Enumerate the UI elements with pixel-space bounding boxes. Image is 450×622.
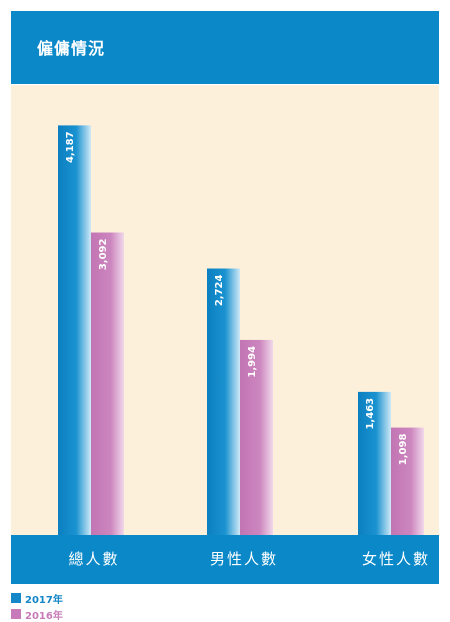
data-label-male-2016: 1,994 <box>247 346 258 378</box>
legend-label-2016: 2016年 <box>25 610 63 622</box>
chart-header: 僱傭情況 <box>11 11 439 84</box>
data-label-total-2017: 4,187 <box>65 131 76 163</box>
data-label-male-2017: 2,724 <box>214 274 225 306</box>
bar-female-2017 <box>358 391 391 535</box>
legend-item-2016: 2016年 <box>11 606 63 622</box>
data-label-female-2016: 1,098 <box>398 434 409 466</box>
bar-female-2016 <box>391 427 424 535</box>
bar-total-2017 <box>58 125 91 535</box>
bar-chart-svg: 4,187 3,092 2,724 1,994 1,463 1,098 <box>58 125 424 535</box>
category-label-female: 女性人數 <box>361 550 430 568</box>
data-label-female-2017: 1,463 <box>365 398 376 430</box>
bar-male-2016 <box>240 339 273 535</box>
chart-title: 僱傭情況 <box>37 39 106 58</box>
legend-swatch-2016 <box>11 609 21 619</box>
data-label-total-2016: 3,092 <box>98 238 109 270</box>
category-label-total: 總人數 <box>68 550 120 568</box>
bar-male-2017 <box>207 268 240 535</box>
category-label-male: 男性人數 <box>209 550 278 568</box>
legend-item-2017: 2017年 <box>11 590 63 606</box>
legend: 2017年 2016年 <box>11 590 63 622</box>
bar-total-2016 <box>91 232 124 535</box>
legend-label-2017: 2017年 <box>25 594 63 606</box>
category-axis: 總人數 男性人數 女性人數 <box>11 535 439 584</box>
plot-area: 4,187 3,092 2,724 1,994 1,463 1,098 <box>11 85 439 535</box>
legend-swatch-2017 <box>11 593 21 603</box>
